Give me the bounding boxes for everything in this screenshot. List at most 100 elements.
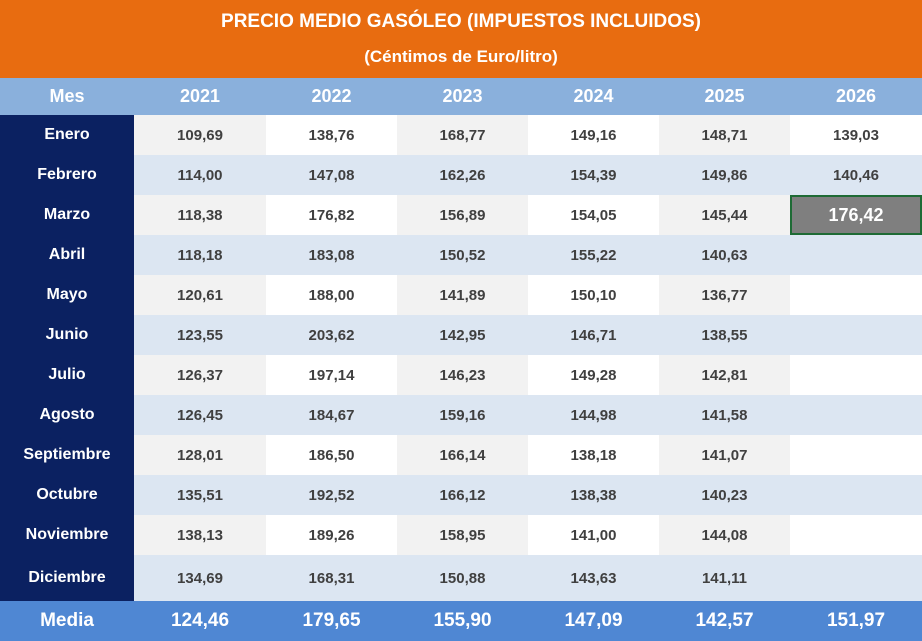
month-cell[interactable]: Enero bbox=[0, 115, 134, 155]
value-cell[interactable]: 166,14 bbox=[397, 435, 528, 475]
value-cell[interactable] bbox=[790, 475, 922, 515]
value-cell[interactable]: 138,18 bbox=[528, 435, 659, 475]
value-cell[interactable]: 109,69 bbox=[134, 115, 266, 155]
month-cell[interactable]: Junio bbox=[0, 315, 134, 355]
average-cell[interactable]: 151,97 bbox=[826, 610, 886, 631]
value-cell[interactable] bbox=[790, 235, 922, 275]
column-header-2026[interactable]: 2026 bbox=[835, 86, 877, 106]
value-cell[interactable]: 138,76 bbox=[266, 115, 397, 155]
value-cell[interactable]: 140,63 bbox=[659, 235, 790, 275]
month-cell[interactable]: Agosto bbox=[0, 395, 134, 435]
value-cell[interactable]: 154,39 bbox=[528, 155, 659, 195]
value-cell[interactable]: 150,52 bbox=[397, 235, 528, 275]
average-cell[interactable]: 147,09 bbox=[564, 610, 623, 631]
value-cell[interactable]: 138,13 bbox=[134, 515, 266, 555]
value-cell[interactable]: 168,31 bbox=[266, 555, 397, 601]
column-header-2022[interactable]: 2022 bbox=[311, 86, 352, 106]
value-cell[interactable] bbox=[790, 355, 922, 395]
month-cell[interactable]: Marzo bbox=[0, 195, 134, 235]
value-cell[interactable]: 188,00 bbox=[266, 275, 397, 315]
value-cell[interactable]: 155,22 bbox=[528, 235, 659, 275]
value-cell[interactable]: 126,45 bbox=[134, 395, 266, 435]
value-cell[interactable]: 126,37 bbox=[134, 355, 266, 395]
value-cell[interactable]: 156,89 bbox=[397, 195, 528, 235]
selected-cell[interactable]: 176,42 bbox=[790, 195, 922, 235]
value-cell[interactable]: 203,62 bbox=[266, 315, 397, 355]
value-cell[interactable]: 183,08 bbox=[266, 235, 397, 275]
value-cell[interactable]: 123,55 bbox=[134, 315, 266, 355]
value-cell[interactable]: 148,71 bbox=[659, 115, 790, 155]
value-cell[interactable]: 144,08 bbox=[659, 515, 790, 555]
value-cell[interactable]: 150,10 bbox=[528, 275, 659, 315]
column-header-mes[interactable]: Mes bbox=[49, 86, 85, 106]
value-cell[interactable]: 142,81 bbox=[659, 355, 790, 395]
column-header-2025[interactable]: 2025 bbox=[704, 86, 745, 106]
column-header-2024[interactable]: 2024 bbox=[573, 86, 614, 106]
value-cell[interactable]: 150,88 bbox=[397, 555, 528, 601]
month-cell[interactable]: Septiembre bbox=[0, 435, 134, 475]
value-cell[interactable]: 141,58 bbox=[659, 395, 790, 435]
value-cell[interactable]: 149,16 bbox=[528, 115, 659, 155]
month-cell[interactable]: Octubre bbox=[0, 475, 134, 515]
value-cell[interactable]: 141,11 bbox=[659, 555, 790, 601]
value-cell[interactable]: 168,77 bbox=[397, 115, 528, 155]
average-label[interactable]: Media bbox=[40, 610, 94, 631]
value-cell[interactable]: 159,16 bbox=[397, 395, 528, 435]
value-cell[interactable]: 114,00 bbox=[134, 155, 266, 195]
month-cell[interactable]: Noviembre bbox=[0, 515, 134, 555]
value-cell[interactable]: 140,46 bbox=[790, 155, 922, 195]
value-cell[interactable]: 144,98 bbox=[528, 395, 659, 435]
value-cell[interactable]: 197,14 bbox=[266, 355, 397, 395]
month-cell[interactable]: Julio bbox=[0, 355, 134, 395]
value-cell[interactable] bbox=[790, 555, 922, 601]
value-cell[interactable] bbox=[790, 395, 922, 435]
month-cell[interactable]: Abril bbox=[0, 235, 134, 275]
value-cell[interactable] bbox=[790, 515, 922, 555]
value-cell[interactable]: 166,12 bbox=[397, 475, 528, 515]
value-cell[interactable]: 141,07 bbox=[659, 435, 790, 475]
value-cell[interactable] bbox=[790, 315, 922, 355]
value-cell[interactable]: 145,44 bbox=[659, 195, 790, 235]
table-row: Marzo 118,38 176,82 156,89 154,05 145,44 176,4… bbox=[0, 195, 922, 235]
value-cell[interactable]: 141,00 bbox=[528, 515, 659, 555]
value-cell[interactable]: 146,23 bbox=[397, 355, 528, 395]
value-cell[interactable]: 138,55 bbox=[659, 315, 790, 355]
value-cell[interactable]: 186,50 bbox=[266, 435, 397, 475]
average-cell[interactable]: 155,90 bbox=[433, 610, 492, 631]
average-cell[interactable]: 179,65 bbox=[302, 610, 361, 631]
value-cell[interactable]: 135,51 bbox=[134, 475, 266, 515]
month-cell[interactable]: Mayo bbox=[0, 275, 134, 315]
month-cell[interactable]: Febrero bbox=[0, 155, 134, 195]
value-cell[interactable]: 146,71 bbox=[528, 315, 659, 355]
month-cell[interactable]: Diciembre bbox=[0, 555, 134, 601]
value-cell[interactable]: 192,52 bbox=[266, 475, 397, 515]
value-cell[interactable]: 134,69 bbox=[134, 555, 266, 601]
table-row: Enero 109,69 138,76 168,77 149,16 148,71 139,0… bbox=[0, 115, 922, 155]
value-cell[interactable]: 158,95 bbox=[397, 515, 528, 555]
value-cell[interactable]: 128,01 bbox=[134, 435, 266, 475]
value-cell[interactable]: 118,38 bbox=[134, 195, 266, 235]
value-cell[interactable]: 120,61 bbox=[134, 275, 266, 315]
value-cell[interactable]: 184,67 bbox=[266, 395, 397, 435]
value-cell[interactable] bbox=[790, 435, 922, 475]
value-cell[interactable]: 176,82 bbox=[266, 195, 397, 235]
value-cell[interactable] bbox=[790, 275, 922, 315]
value-cell[interactable]: 141,89 bbox=[397, 275, 528, 315]
value-cell[interactable]: 149,86 bbox=[659, 155, 790, 195]
column-header-2023[interactable]: 2023 bbox=[442, 86, 483, 106]
value-cell[interactable]: 118,18 bbox=[134, 235, 266, 275]
value-cell[interactable]: 139,03 bbox=[790, 115, 922, 155]
value-cell[interactable]: 147,08 bbox=[266, 155, 397, 195]
value-cell[interactable]: 162,26 bbox=[397, 155, 528, 195]
column-header-2021[interactable]: 2021 bbox=[179, 86, 221, 106]
value-cell[interactable]: 138,38 bbox=[528, 475, 659, 515]
average-cell[interactable]: 142,57 bbox=[695, 610, 754, 631]
value-cell[interactable]: 189,26 bbox=[266, 515, 397, 555]
value-cell[interactable]: 154,05 bbox=[528, 195, 659, 235]
value-cell[interactable]: 143,63 bbox=[528, 555, 659, 601]
value-cell[interactable]: 149,28 bbox=[528, 355, 659, 395]
value-cell[interactable]: 136,77 bbox=[659, 275, 790, 315]
value-cell[interactable]: 142,95 bbox=[397, 315, 528, 355]
value-cell[interactable]: 140,23 bbox=[659, 475, 790, 515]
average-cell[interactable]: 124,46 bbox=[170, 610, 230, 631]
